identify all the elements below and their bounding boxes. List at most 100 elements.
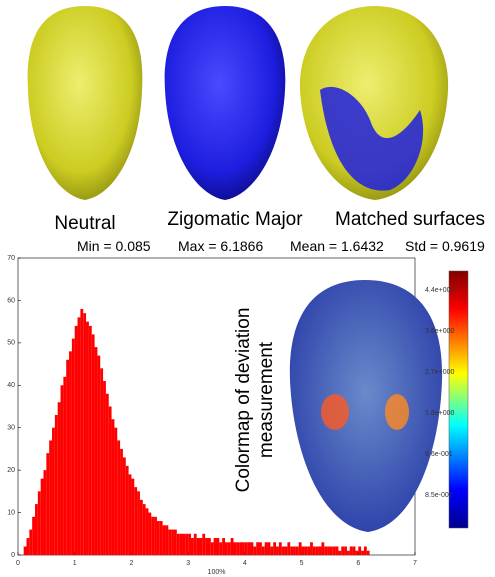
bar	[165, 525, 168, 555]
bar	[131, 479, 134, 555]
colorbar-tick-label: 9.6e-001	[425, 451, 453, 458]
bar	[75, 326, 78, 555]
bar	[262, 547, 265, 555]
bar	[304, 547, 307, 555]
bar	[78, 317, 81, 555]
bar	[367, 551, 370, 555]
bar	[63, 377, 66, 555]
bar	[46, 453, 49, 555]
bar	[208, 538, 211, 555]
hot-spot	[385, 394, 409, 430]
x-tick-label: 0	[16, 560, 20, 567]
bar	[347, 551, 350, 555]
bar	[100, 368, 103, 555]
bar	[245, 542, 248, 555]
bar	[182, 534, 185, 555]
bar	[120, 449, 123, 555]
x-axis-label: 100%	[208, 569, 226, 576]
colormap-face	[290, 280, 442, 532]
colorbar-tick-label: 1.8e+000	[425, 410, 454, 417]
bar	[296, 547, 299, 555]
bar	[205, 538, 208, 555]
bar	[222, 538, 225, 555]
bar	[41, 479, 44, 555]
bar	[89, 326, 92, 555]
bar	[353, 547, 356, 555]
colormap-title: measurement	[256, 341, 277, 458]
bar	[24, 547, 27, 555]
bar	[160, 521, 163, 555]
bar	[66, 360, 69, 555]
bar	[333, 547, 336, 555]
bar	[140, 500, 143, 555]
colormap-title: Colormap of deviation	[233, 308, 254, 493]
bar	[282, 547, 285, 555]
bar	[231, 538, 234, 555]
bar	[234, 542, 237, 555]
stat: Max = 6.1866	[178, 238, 263, 254]
panel-label: Matched surfaces	[335, 209, 485, 230]
bar	[290, 547, 293, 555]
bar	[117, 440, 120, 555]
bar	[268, 542, 271, 555]
bar	[177, 534, 180, 555]
bar	[321, 542, 324, 555]
bar	[49, 440, 52, 555]
bar	[211, 542, 214, 555]
bar	[58, 402, 61, 555]
bar	[194, 534, 197, 555]
bar	[279, 542, 282, 555]
bar	[185, 534, 188, 555]
y-tick-label: 60	[7, 297, 15, 304]
bar	[52, 428, 55, 555]
y-tick-label: 20	[7, 467, 15, 474]
bar	[29, 530, 32, 555]
bar	[217, 538, 220, 555]
bar	[350, 547, 353, 555]
bar	[72, 339, 75, 555]
colorbar-tick-label: 8.5e-002	[425, 492, 453, 499]
bar	[324, 547, 327, 555]
bar	[83, 313, 86, 555]
bar	[44, 470, 47, 555]
hot-spot	[321, 394, 349, 430]
panel-label: Zigomatic Major	[167, 209, 303, 230]
bar	[202, 534, 205, 555]
bar	[341, 547, 344, 555]
bar	[248, 542, 251, 555]
colorbar-tick-label: 3.6e+000	[425, 328, 454, 335]
bar	[307, 547, 310, 555]
bar	[157, 521, 160, 555]
bar	[199, 538, 202, 555]
bar	[106, 394, 109, 555]
bar	[180, 534, 183, 555]
bar	[134, 487, 137, 555]
bar	[319, 547, 322, 555]
x-tick-label: 5	[300, 560, 304, 567]
bar	[344, 547, 347, 555]
bar	[92, 334, 95, 555]
y-tick-label: 50	[7, 340, 15, 347]
bar	[355, 551, 358, 555]
colorbar	[449, 271, 468, 528]
bar	[265, 542, 268, 555]
bar	[154, 517, 157, 555]
neutral-face	[28, 6, 143, 200]
bar	[302, 547, 305, 555]
bar	[259, 542, 262, 555]
bar	[313, 547, 316, 555]
bar	[123, 457, 126, 555]
bar	[287, 542, 290, 555]
bar	[228, 542, 231, 555]
panel-label: Neutral	[54, 213, 115, 234]
bar	[163, 525, 166, 555]
bar	[146, 508, 149, 555]
bar	[270, 547, 273, 555]
bar	[137, 491, 140, 555]
bar	[129, 474, 132, 555]
bar	[171, 530, 174, 555]
bar	[86, 322, 89, 555]
bar	[214, 538, 217, 555]
stat: Mean = 1.6432	[290, 238, 384, 254]
bar	[109, 407, 112, 556]
